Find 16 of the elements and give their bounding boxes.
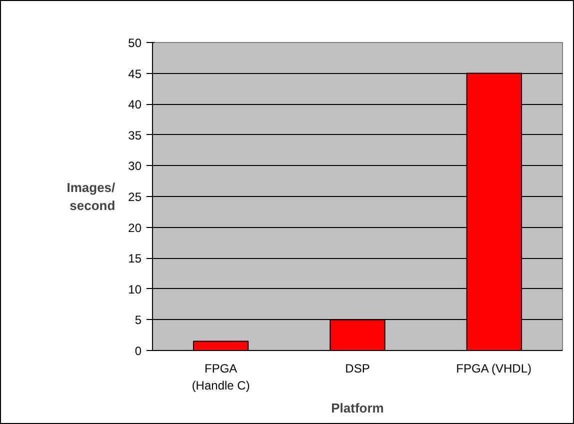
y-tick-label: 5 xyxy=(134,313,142,328)
y-tick-label: 50 xyxy=(128,36,142,50)
y-tick-label: 45 xyxy=(128,66,142,81)
y-tick-label: 35 xyxy=(128,128,142,142)
x-tick-label: DSP xyxy=(345,362,370,376)
y-tick-label: 15 xyxy=(128,252,142,266)
y-tick-label: 25 xyxy=(128,190,142,204)
y-tick-label: 20 xyxy=(128,220,142,235)
x-tick-label: FPGA (VHDL) xyxy=(456,362,532,376)
y-tick-label: 30 xyxy=(128,159,142,174)
x-tick-label: FPGA (Handle C) xyxy=(192,362,250,392)
y-tick-label: 40 xyxy=(128,98,142,112)
y-axis-title: Images/ second xyxy=(66,180,116,213)
x-axis-title: Platform xyxy=(331,400,384,416)
y-tick-label: 0 xyxy=(134,344,142,358)
y-tick-label: 10 xyxy=(128,282,142,296)
